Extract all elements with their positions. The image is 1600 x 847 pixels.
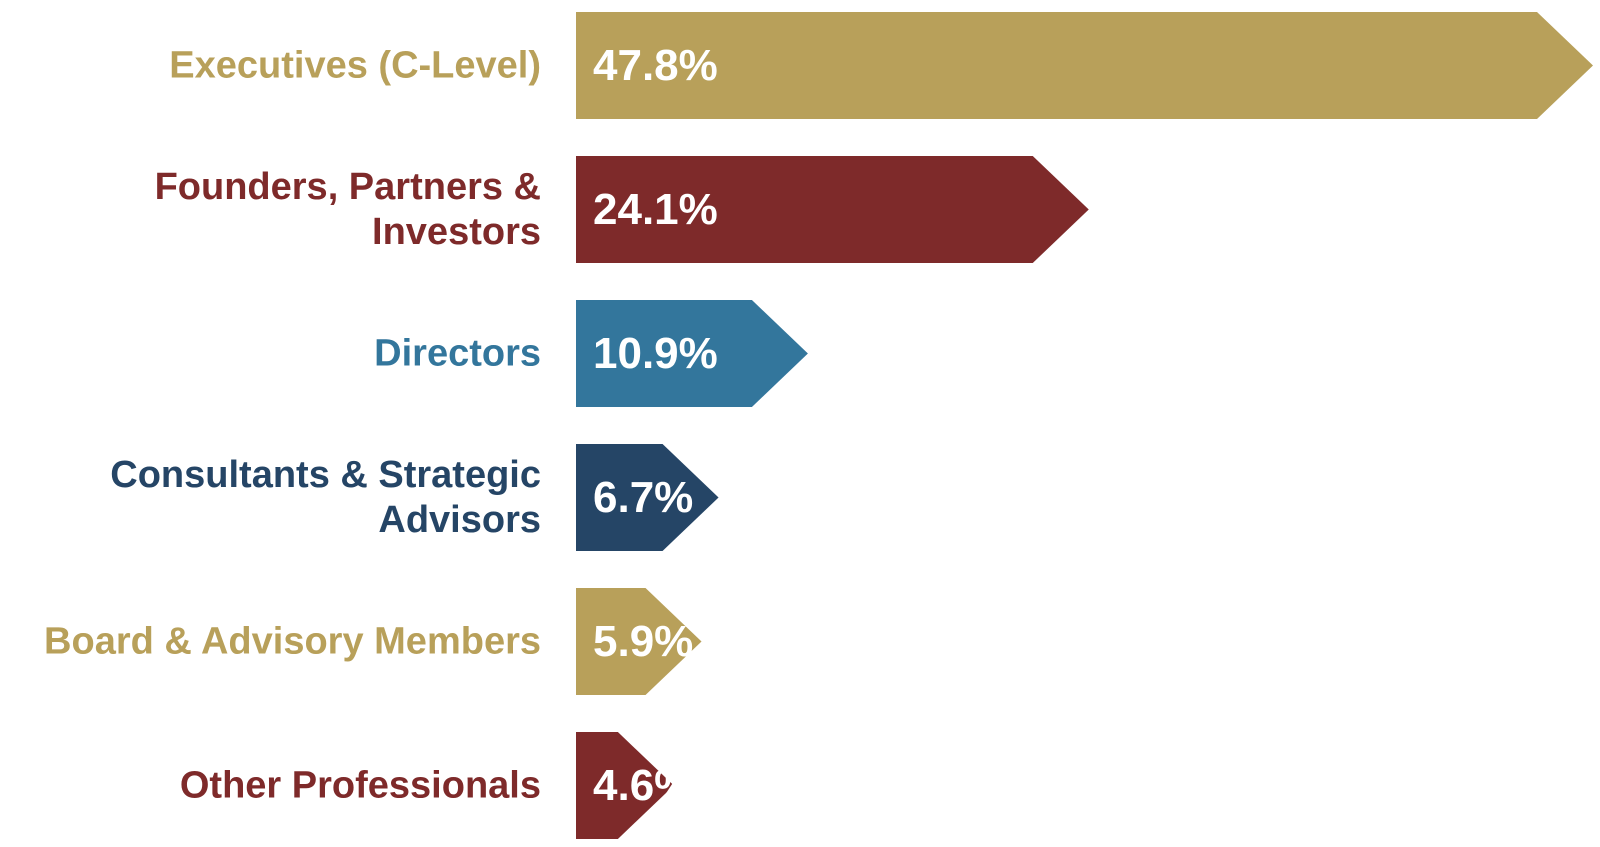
category-labels-group: Executives (C-Level) Founders, Partners &… [44,45,541,807]
category-label: Founders, Partners & Investors [155,166,541,253]
bar [576,300,808,407]
value-label: 4.6% [593,761,693,810]
category-label: Other Professionals [180,765,541,807]
bar [576,156,1089,263]
value-label: 5.9% [593,617,693,666]
bar [576,732,674,839]
bar [576,588,702,695]
category-label-line: Consultants & Strategic [110,454,541,496]
category-label: Executives (C-Level) [169,45,541,87]
category-label-line: Advisors [378,499,541,541]
bar [576,12,1593,119]
category-label: Consultants & Strategic Advisors [110,454,541,541]
category-label-line: Directors [374,333,541,375]
category-label: Directors [374,333,541,375]
bar [576,444,719,551]
value-labels-group: 47.8% 24.1% 10.9% 6.7% 5.9% 4.6% [593,41,718,810]
bars-group [576,12,1593,839]
category-label: Board & Advisory Members [44,621,541,663]
value-label: 47.8% [593,41,718,90]
value-label: 10.9% [593,329,718,378]
category-label-line: Board & Advisory Members [44,621,541,663]
category-label-line: Executives (C-Level) [169,45,541,87]
value-label: 6.7% [593,473,693,522]
value-label: 24.1% [593,185,718,234]
category-label-line: Other Professionals [180,765,541,807]
category-label-line: Founders, Partners & [155,166,541,208]
category-label-line: Investors [372,211,541,253]
